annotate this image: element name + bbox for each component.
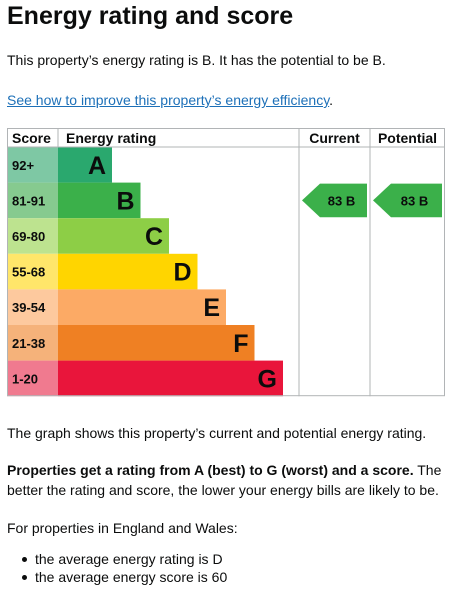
averages-list: the average energy rating is D the avera… (7, 550, 227, 586)
score-cell (7, 218, 58, 254)
rating-bar (58, 289, 226, 325)
rating-bar (58, 147, 112, 183)
rating-letter: F (233, 330, 248, 358)
rating-letter: E (203, 294, 220, 322)
header-current: Current (309, 130, 360, 146)
rating-letter: D (173, 259, 191, 287)
score-cell (7, 289, 58, 325)
potential-rating-label: 83 B (401, 193, 428, 208)
score-label: 21-38 (12, 336, 45, 351)
rating-bar (58, 182, 141, 219)
score-label: 92+ (12, 158, 34, 173)
potential-arrow (373, 183, 442, 218)
rating-explanation-rest: The better the rating and score, the low… (7, 462, 442, 498)
improve-efficiency-link[interactable]: See how to improve this property’s energ… (7, 92, 330, 108)
score-label: 55-68 (12, 265, 45, 280)
rating-letter: A (88, 152, 106, 180)
score-cell (7, 325, 58, 361)
header-potential: Potential (378, 130, 437, 146)
list-item: the average energy score is 60 (7, 568, 227, 586)
current-rating-label: 83 B (328, 193, 355, 208)
score-cell (7, 147, 58, 183)
rating-summary: This property’s energy rating is B. It h… (7, 52, 386, 68)
rating-bar (58, 253, 198, 290)
score-label: 81-91 (12, 193, 45, 208)
graph-note: The graph shows this property’s current … (7, 425, 427, 441)
rating-bar (58, 360, 283, 397)
current-arrow (302, 183, 367, 218)
rating-letter: C (145, 223, 163, 251)
link-suffix: . (329, 92, 334, 108)
rating-bar (58, 218, 169, 254)
score-label: 1-20 (12, 371, 38, 386)
table-border (7, 128, 445, 397)
score-cell (7, 360, 58, 397)
improve-link-row: See how to improve this property’s energ… (7, 90, 333, 110)
rating-letter: G (258, 365, 277, 393)
rating-bar (58, 325, 255, 361)
rating-explanation: Properties get a rating from A (best) to… (7, 460, 462, 500)
england-wales-intro: For properties in England and Wales: (7, 520, 238, 536)
rating-explanation-bold: Properties get a rating from A (best) to… (7, 462, 414, 478)
score-cell (7, 182, 58, 219)
header-energy-rating: Energy rating (66, 130, 156, 146)
rating-letter: B (116, 187, 134, 215)
page-title: Energy rating and score (7, 2, 294, 30)
score-cell (7, 253, 58, 290)
score-label: 39-54 (12, 300, 46, 315)
list-item: the average energy rating is D (7, 550, 227, 568)
header-score: Score (12, 130, 51, 146)
score-label: 69-80 (12, 229, 45, 244)
